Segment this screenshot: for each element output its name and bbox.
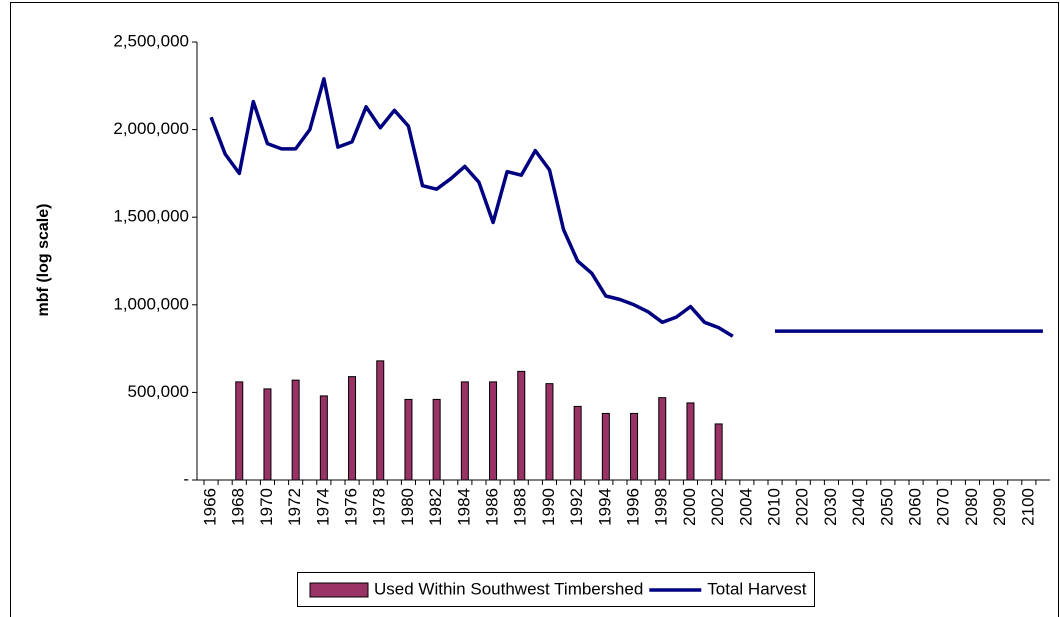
legend-label: Total Harvest [707,579,806,598]
bar [658,397,667,481]
x-tick-label: 2060 [906,488,925,526]
x-tick-label: 2002 [708,488,727,526]
bar [263,388,272,481]
x-tick-label: 2100 [1018,488,1037,526]
x-tick-label: 2040 [849,488,868,526]
x-tick-label: 2030 [821,488,840,526]
y-axis-title: mbf (log scale) [35,204,52,317]
bar [714,423,723,481]
legend-label: Used Within Southwest Timbershed [374,579,643,598]
x-tick-label: 1986 [483,488,502,526]
y-tick-label: 2,000,000 [113,119,189,138]
y-tick-label: - [183,469,189,488]
x-tick-label: 1970 [257,488,276,526]
x-tick-label: 2010 [765,488,784,526]
bar [573,405,582,481]
bar [686,402,695,481]
x-tick-label: 1980 [398,488,417,526]
x-tick-label: 2080 [962,488,981,526]
legend-box [297,572,815,607]
bar [460,381,469,481]
x-tick-label: 1996 [624,488,643,526]
y-tick-label: 1,000,000 [113,294,189,313]
bar [630,412,639,481]
x-tick-label: 1998 [652,488,671,526]
x-tick-label: 1990 [539,488,558,526]
bar [319,395,328,481]
legend-swatch [309,582,369,598]
bar [376,360,385,481]
line [209,77,1043,338]
x-tick-label: 1966 [201,488,220,526]
bar [432,398,441,481]
x-tick-label: 1972 [285,488,304,526]
chart-border [10,2,1059,617]
x-tick-label: 2004 [736,488,755,526]
y-tick-label: 2,500,000 [113,31,189,50]
x-tick-label: 2000 [680,488,699,526]
x-tick-label: 1976 [342,488,361,526]
bar [291,379,300,481]
bar [235,381,244,481]
bar [489,381,498,481]
x-tick-label: 1974 [313,488,332,526]
x-tick-label: 1968 [229,488,248,526]
x-tick-label: 1988 [511,488,530,526]
x-tick-label: 2070 [934,488,953,526]
y-tick-label: 500,000 [128,382,189,401]
bar [348,376,357,481]
x-tick-label: 1978 [370,488,389,526]
x-tick-label: 1994 [595,488,614,526]
bar [517,370,526,481]
y-tick-label: 1,500,000 [113,207,189,226]
bar [601,412,610,481]
x-tick-label: 1992 [567,488,586,526]
x-tick-label: 2050 [877,488,896,526]
x-tick-label: 2090 [990,488,1009,526]
bar [404,398,413,481]
x-tick-label: 1982 [426,488,445,526]
x-tick-label: 2020 [793,488,812,526]
x-tick-label: 1984 [454,488,473,526]
bar [545,383,554,481]
